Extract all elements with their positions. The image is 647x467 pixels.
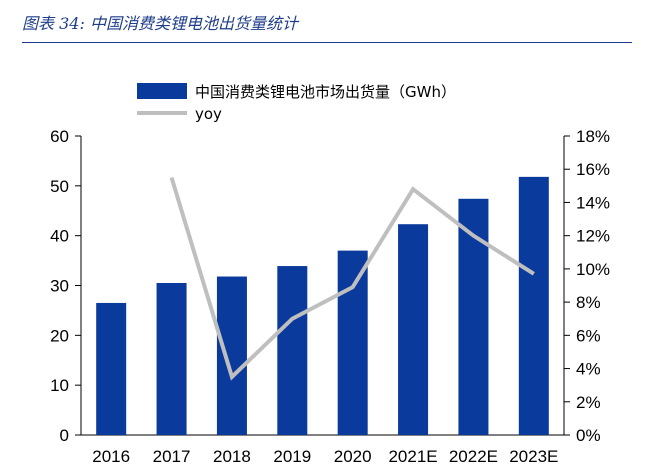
- right-tick-label: 10%: [576, 260, 610, 279]
- right-tick-label: 0%: [576, 426, 601, 445]
- bar-2017: [156, 283, 187, 435]
- legend-bar-swatch: [137, 83, 187, 99]
- bar-2023E: [518, 176, 549, 435]
- right-tick-label: 2%: [576, 393, 601, 412]
- right-tick-label: 12%: [576, 227, 610, 246]
- x-label-2021E: 2021E: [388, 447, 437, 466]
- legend-label-shipments: 中国消费类锂电池市场出货量（GWh）: [195, 83, 456, 101]
- legend-label-yoy: yoy: [195, 105, 222, 123]
- x-label-2016: 2016: [92, 447, 130, 466]
- x-label-2022E: 2022E: [449, 447, 498, 466]
- right-tick-label: 16%: [576, 160, 610, 179]
- left-tick-label: 40: [50, 227, 69, 246]
- right-tick-label: 14%: [576, 193, 610, 212]
- bar-2019: [277, 266, 308, 435]
- left-tick-label: 30: [50, 277, 69, 296]
- x-axis-labels: 2016 2017 2018 2019 2020 2021E 2022E 2023E: [92, 447, 558, 466]
- x-label-2023E: 2023E: [509, 447, 558, 466]
- bar-2020: [337, 250, 368, 435]
- x-label-2018: 2018: [213, 447, 251, 466]
- bar-2016: [96, 302, 127, 435]
- right-tick-label: 18%: [576, 127, 610, 146]
- bar-2018: [216, 276, 247, 435]
- right-tick-label: 4%: [576, 360, 601, 379]
- figure-number: 图表 34:: [22, 14, 85, 33]
- x-label-2019: 2019: [273, 447, 311, 466]
- x-label-2020: 2020: [334, 447, 372, 466]
- caption-divider: [22, 42, 632, 43]
- right-tick-label: 6%: [576, 326, 601, 345]
- line-series: [169, 176, 535, 381]
- left-tick-label: 10: [50, 376, 69, 395]
- bar-series: [96, 176, 549, 435]
- left-tick-label: 50: [50, 177, 69, 196]
- axes: 0 10 20 30 40 50 60 0% 2% 4% 6% 8% 10% 12% 14% 16% 18%: [50, 127, 610, 445]
- left-tick-label: 60: [50, 127, 69, 146]
- x-label-2017: 2017: [153, 447, 191, 466]
- bar-2021E: [398, 224, 429, 435]
- left-tick-label: 0: [60, 426, 69, 445]
- figure-caption: 图表 34: 中国消费类锂电池出货量统计: [22, 10, 298, 34]
- right-tick-label: 8%: [576, 293, 601, 312]
- legend: 中国消费类锂电池市场出货量（GWh） yoy: [137, 83, 456, 123]
- figure-title: 中国消费类锂电池出货量统计: [89, 14, 298, 33]
- bar-2022E: [458, 198, 489, 435]
- left-tick-label: 20: [50, 326, 69, 345]
